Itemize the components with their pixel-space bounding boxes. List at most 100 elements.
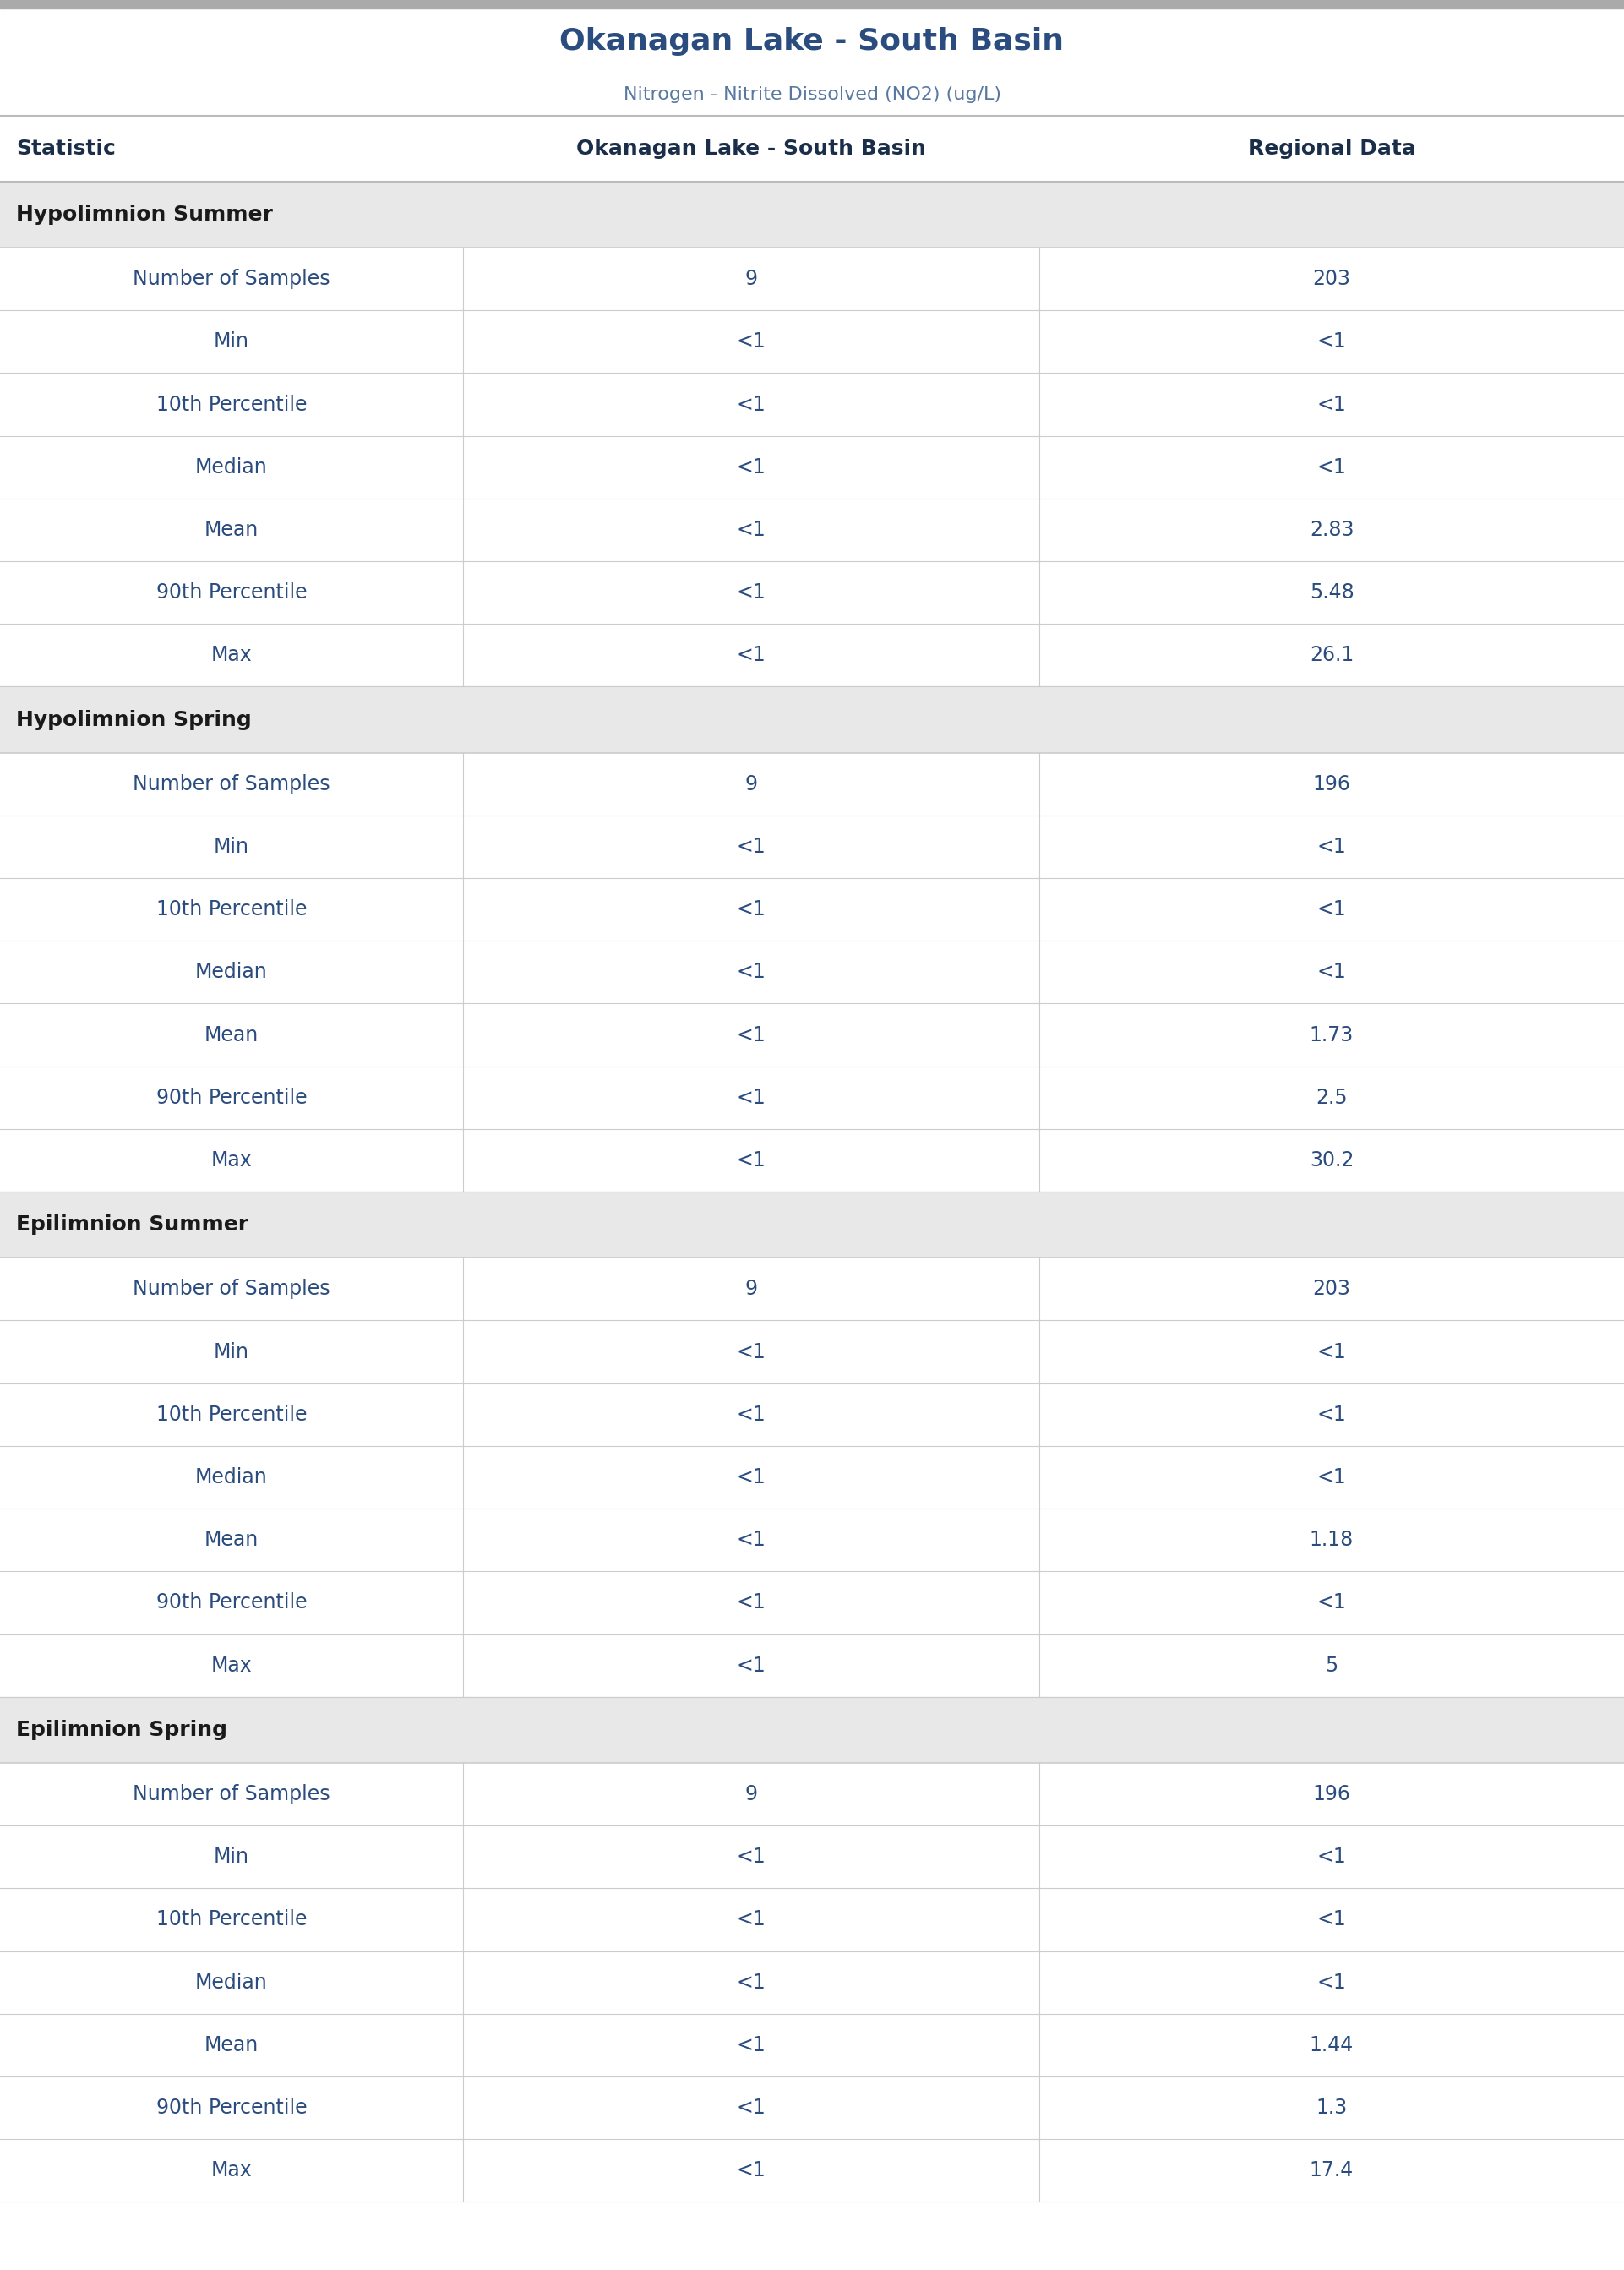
Bar (0, 1696, 1624, 1764)
Text: Number of Samples: Number of Samples (133, 268, 330, 288)
Text: <1: <1 (736, 2097, 767, 2118)
Text: <1: <1 (736, 1973, 767, 1993)
Bar (0, 815, 1624, 878)
Text: 2.5: 2.5 (1315, 1087, 1348, 1108)
Bar (0, 0, 1624, 9)
Bar (0, 436, 1624, 499)
Text: <1: <1 (736, 331, 767, 352)
Text: 1.44: 1.44 (1309, 2034, 1354, 2054)
Text: Median: Median (195, 1973, 268, 1993)
Bar (0, 2077, 1624, 2138)
Text: Epilimnion Summer: Epilimnion Summer (16, 1214, 248, 1235)
Bar (0, 1003, 1624, 1067)
Bar (0, 1382, 1624, 1446)
Text: <1: <1 (736, 838, 767, 856)
Text: Okanagan Lake - South Basin: Okanagan Lake - South Basin (577, 138, 926, 159)
Bar (0, 2138, 1624, 2202)
Text: 9: 9 (745, 774, 757, 794)
Text: 5.48: 5.48 (1309, 583, 1354, 604)
Text: Min: Min (214, 1848, 248, 1866)
Text: <1: <1 (736, 1342, 767, 1362)
Text: 1.73: 1.73 (1309, 1024, 1354, 1044)
Text: 10th Percentile: 10th Percentile (156, 395, 307, 415)
Text: <1: <1 (736, 456, 767, 477)
Text: Hypolimnion Spring: Hypolimnion Spring (16, 711, 252, 729)
Text: Max: Max (211, 645, 252, 665)
Text: 90th Percentile: 90th Percentile (156, 1087, 307, 1108)
Text: <1: <1 (736, 1087, 767, 1108)
Text: 90th Percentile: 90th Percentile (156, 583, 307, 604)
Text: 2.83: 2.83 (1309, 520, 1354, 540)
Text: <1: <1 (1317, 1973, 1346, 1993)
Text: <1: <1 (736, 1024, 767, 1044)
Text: <1: <1 (736, 962, 767, 983)
Text: Nitrogen - Nitrite Dissolved (NO2) (ug/L): Nitrogen - Nitrite Dissolved (NO2) (ug/L… (624, 86, 1000, 104)
Text: 1.3: 1.3 (1315, 2097, 1348, 2118)
Text: 26.1: 26.1 (1309, 645, 1354, 665)
Text: 9: 9 (745, 1278, 757, 1298)
Bar (0, 372, 1624, 436)
Text: <1: <1 (1317, 1909, 1346, 1930)
Text: <1: <1 (1317, 1848, 1346, 1866)
Text: Hypolimnion Summer: Hypolimnion Summer (16, 204, 273, 225)
Text: <1: <1 (736, 2161, 767, 2181)
Text: Median: Median (195, 1466, 268, 1487)
Text: 203: 203 (1312, 268, 1351, 288)
Bar (0, 940, 1624, 1003)
Text: 196: 196 (1312, 774, 1351, 794)
Bar (0, 878, 1624, 940)
Text: 90th Percentile: 90th Percentile (156, 2097, 307, 2118)
Text: Min: Min (214, 838, 248, 856)
Text: <1: <1 (736, 1151, 767, 1171)
Text: 9: 9 (745, 268, 757, 288)
Text: 1.18: 1.18 (1309, 1530, 1354, 1550)
Text: Min: Min (214, 1342, 248, 1362)
Bar (0, 1128, 1624, 1192)
Bar (0, 1950, 1624, 2013)
Text: <1: <1 (736, 899, 767, 919)
Text: Max: Max (211, 2161, 252, 2181)
Text: Median: Median (195, 962, 268, 983)
Text: Okanagan Lake - South Basin: Okanagan Lake - South Basin (560, 27, 1064, 57)
Bar (0, 247, 1624, 311)
Text: 10th Percentile: 10th Percentile (156, 899, 307, 919)
Text: <1: <1 (1317, 395, 1346, 415)
Text: Regional Data: Regional Data (1247, 138, 1416, 159)
Text: 5: 5 (1325, 1655, 1338, 1675)
Text: <1: <1 (736, 1594, 767, 1614)
Text: <1: <1 (1317, 1342, 1346, 1362)
Bar (0, 1889, 1624, 1950)
Text: Number of Samples: Number of Samples (133, 774, 330, 794)
Text: <1: <1 (1317, 1405, 1346, 1426)
Bar (0, 624, 1624, 686)
Bar (0, 686, 1624, 754)
Text: Mean: Mean (205, 520, 258, 540)
Text: <1: <1 (736, 1405, 767, 1426)
Bar (0, 1825, 1624, 1889)
Bar (0, 1510, 1624, 1571)
Text: 10th Percentile: 10th Percentile (156, 1405, 307, 1426)
Bar (0, 1192, 1624, 1258)
Bar (0, 1067, 1624, 1128)
Bar (0, 2013, 1624, 2077)
Text: Max: Max (211, 1151, 252, 1171)
Text: <1: <1 (736, 1466, 767, 1487)
Bar (0, 182, 1624, 247)
Text: 9: 9 (745, 1784, 757, 1805)
Text: 203: 203 (1312, 1278, 1351, 1298)
Text: Max: Max (211, 1655, 252, 1675)
Bar (0, 1764, 1624, 1825)
Text: <1: <1 (1317, 962, 1346, 983)
Text: <1: <1 (1317, 899, 1346, 919)
Text: 90th Percentile: 90th Percentile (156, 1594, 307, 1614)
Bar (0, 311, 1624, 372)
Bar (0, 1258, 1624, 1321)
Text: <1: <1 (1317, 1594, 1346, 1614)
Bar (0, 499, 1624, 561)
Text: <1: <1 (1317, 456, 1346, 477)
Text: Mean: Mean (205, 1024, 258, 1044)
Bar (0, 561, 1624, 624)
Bar (0, 1321, 1624, 1382)
Text: Number of Samples: Number of Samples (133, 1278, 330, 1298)
Text: 196: 196 (1312, 1784, 1351, 1805)
